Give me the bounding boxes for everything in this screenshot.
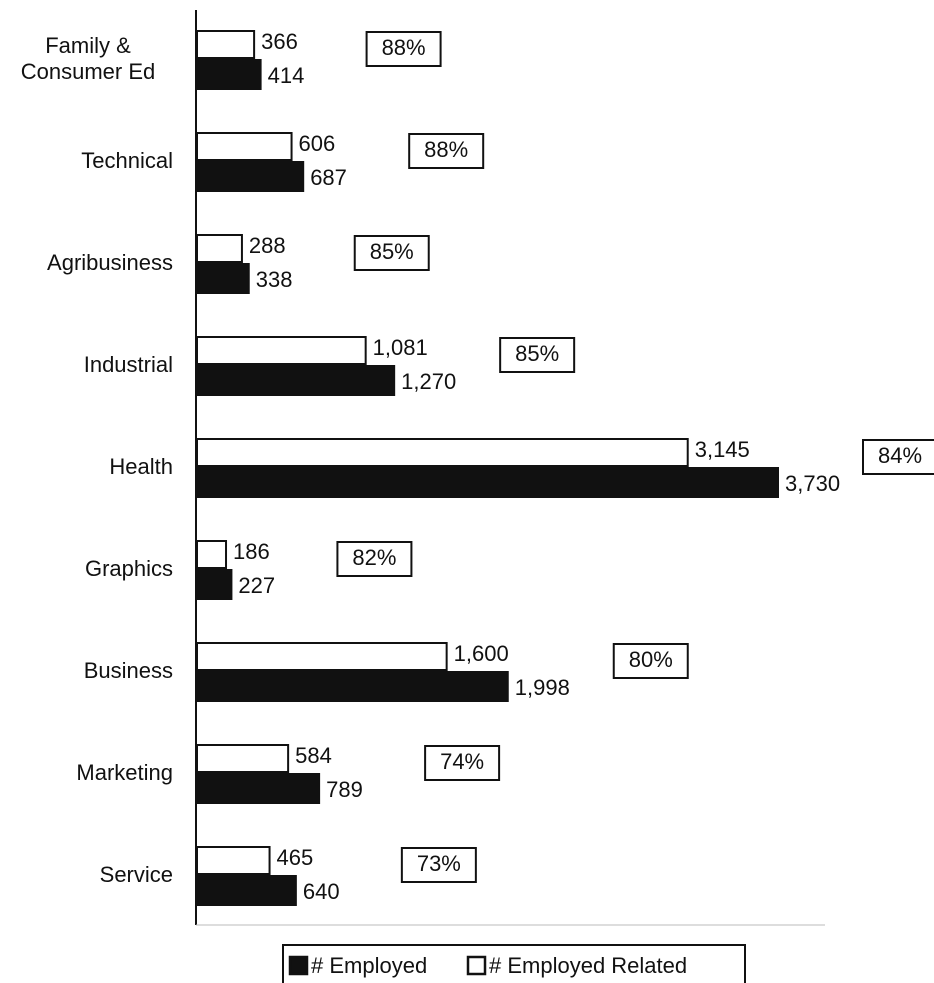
data-label: 1,081 [373, 335, 428, 360]
category-label: Marketing [76, 760, 173, 785]
legend-label: # Employed Related [489, 953, 687, 978]
data-label: 584 [295, 743, 332, 768]
annotation: 80% [629, 647, 673, 672]
annotation: 85% [515, 341, 559, 366]
annotation-box [408, 133, 485, 169]
annotation: 88% [382, 35, 426, 60]
data-label: 1,998 [515, 675, 570, 700]
data-label: 687 [310, 165, 347, 190]
bar [196, 438, 689, 467]
category-label: Service [99, 862, 173, 887]
category-label: Business [83, 658, 173, 683]
bar [197, 161, 305, 192]
data-label: 366 [261, 29, 298, 54]
bar [196, 30, 256, 59]
annotation: 73% [417, 851, 461, 876]
bar [197, 59, 262, 90]
annotation-box [862, 439, 934, 475]
data-label: 640 [303, 879, 340, 904]
bar [197, 569, 233, 600]
category-label: Agribusiness [47, 250, 173, 275]
annotation-box [424, 745, 501, 781]
data-label: 288 [249, 233, 286, 258]
legend-label: # Employed [311, 953, 427, 978]
data-label: 186 [233, 539, 270, 564]
bar [196, 234, 243, 263]
bar [197, 365, 396, 396]
data-label: 789 [326, 777, 363, 802]
annotation: 74% [440, 749, 484, 774]
annotation-box [400, 847, 477, 883]
bar [197, 263, 250, 294]
annotation-box [612, 643, 689, 679]
data-label: 606 [299, 131, 336, 156]
bar [196, 642, 448, 671]
annotation: 88% [424, 137, 468, 162]
bar [196, 846, 271, 875]
data-label: 3,730 [785, 471, 840, 496]
bar [196, 744, 290, 773]
data-label: 1,600 [454, 641, 509, 666]
data-label: 227 [238, 573, 275, 598]
data-label: 3,145 [695, 437, 750, 462]
category-label: Graphics [84, 556, 173, 581]
data-label: 465 [277, 845, 314, 870]
annotation-box [353, 235, 430, 271]
data-label: 1,270 [401, 369, 456, 394]
data-label: 338 [256, 267, 293, 292]
category-label: Industrial [83, 352, 173, 377]
annotation: 84% [878, 443, 922, 468]
bar [196, 336, 367, 365]
annotation: 82% [352, 545, 396, 570]
bar [196, 540, 228, 569]
legend-box [282, 944, 746, 983]
legend-swatch [288, 955, 309, 976]
data-label: 414 [268, 63, 305, 88]
annotation-box [499, 337, 576, 373]
category-label: Family & Consumer Ed [20, 33, 156, 84]
bar [197, 875, 297, 906]
category-label: Health [109, 454, 173, 479]
legend-swatch [466, 955, 487, 976]
annotation-box [336, 541, 413, 577]
category-label: Technical [81, 148, 173, 173]
bar [197, 671, 509, 702]
bar [196, 132, 293, 161]
annotation: 85% [370, 239, 414, 264]
bar [197, 467, 779, 498]
annotation-box [365, 31, 442, 67]
bar [197, 773, 321, 804]
